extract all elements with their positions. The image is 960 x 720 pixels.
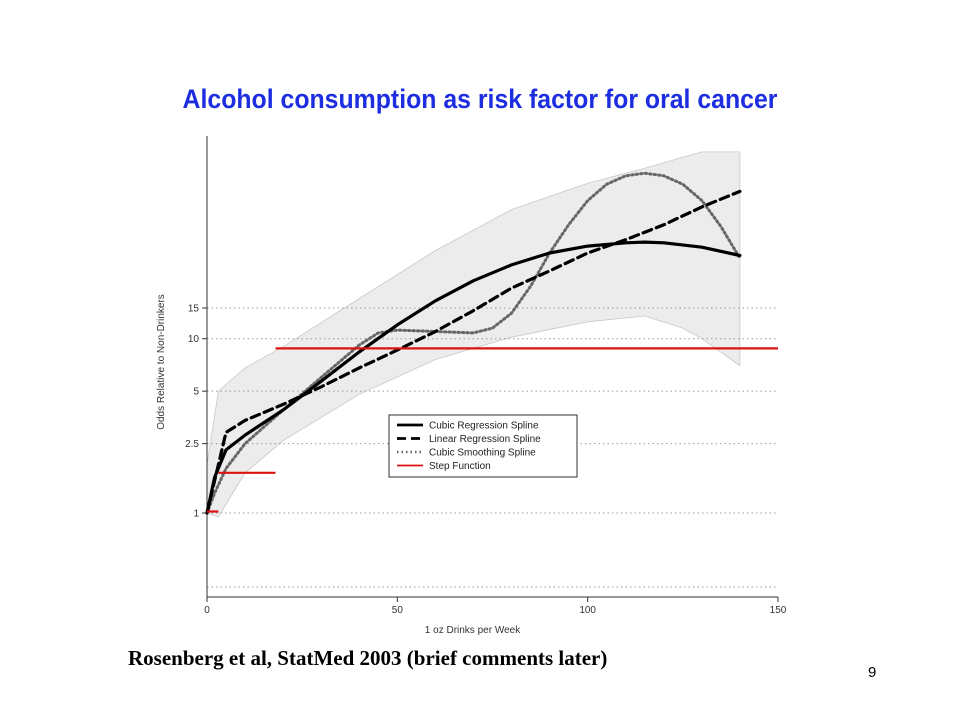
x-tick-label-50: 50 [392, 605, 404, 616]
page-number: 9 [868, 664, 877, 681]
legend-label-linear-regression-spline: Linear Regression Spline [429, 434, 541, 445]
y-tick-label-2.5: 2.5 [185, 439, 199, 450]
series-linear-regression-spline [205, 189, 742, 515]
x-tick-label-0: 0 [204, 605, 210, 616]
y-tick-label-10: 10 [188, 334, 200, 345]
legend-label-cubic-regression-spline: Cubic Regression Spline [429, 421, 539, 432]
x-tick-label-150: 150 [770, 605, 787, 616]
y-tick-label-5: 5 [193, 387, 199, 398]
slide-title: Alcohol consumption as risk factor for o… [182, 84, 778, 114]
series-layer [205, 171, 778, 515]
y-tick-label-1: 1 [193, 509, 199, 520]
legend: Cubic Regression Spline Linear Regression… [388, 414, 578, 478]
source-caption: Rosenberg et al, StatMed 2003 (brief com… [128, 646, 608, 670]
legend-label-cubic-smoothing-spline: Cubic Smoothing Spline [429, 448, 536, 459]
legend-label-step-function: Step Function [429, 461, 491, 472]
series-cubic-regression-spline [205, 240, 742, 515]
x-tick-label-100: 100 [579, 605, 596, 616]
y-tick-label-15: 15 [188, 304, 200, 315]
y-axis-label: Odds Relative to Non-Drinkers [156, 294, 167, 430]
gridlines-layer [207, 307, 778, 588]
x-axis-label: 1 oz Drinks per Week [425, 625, 521, 636]
